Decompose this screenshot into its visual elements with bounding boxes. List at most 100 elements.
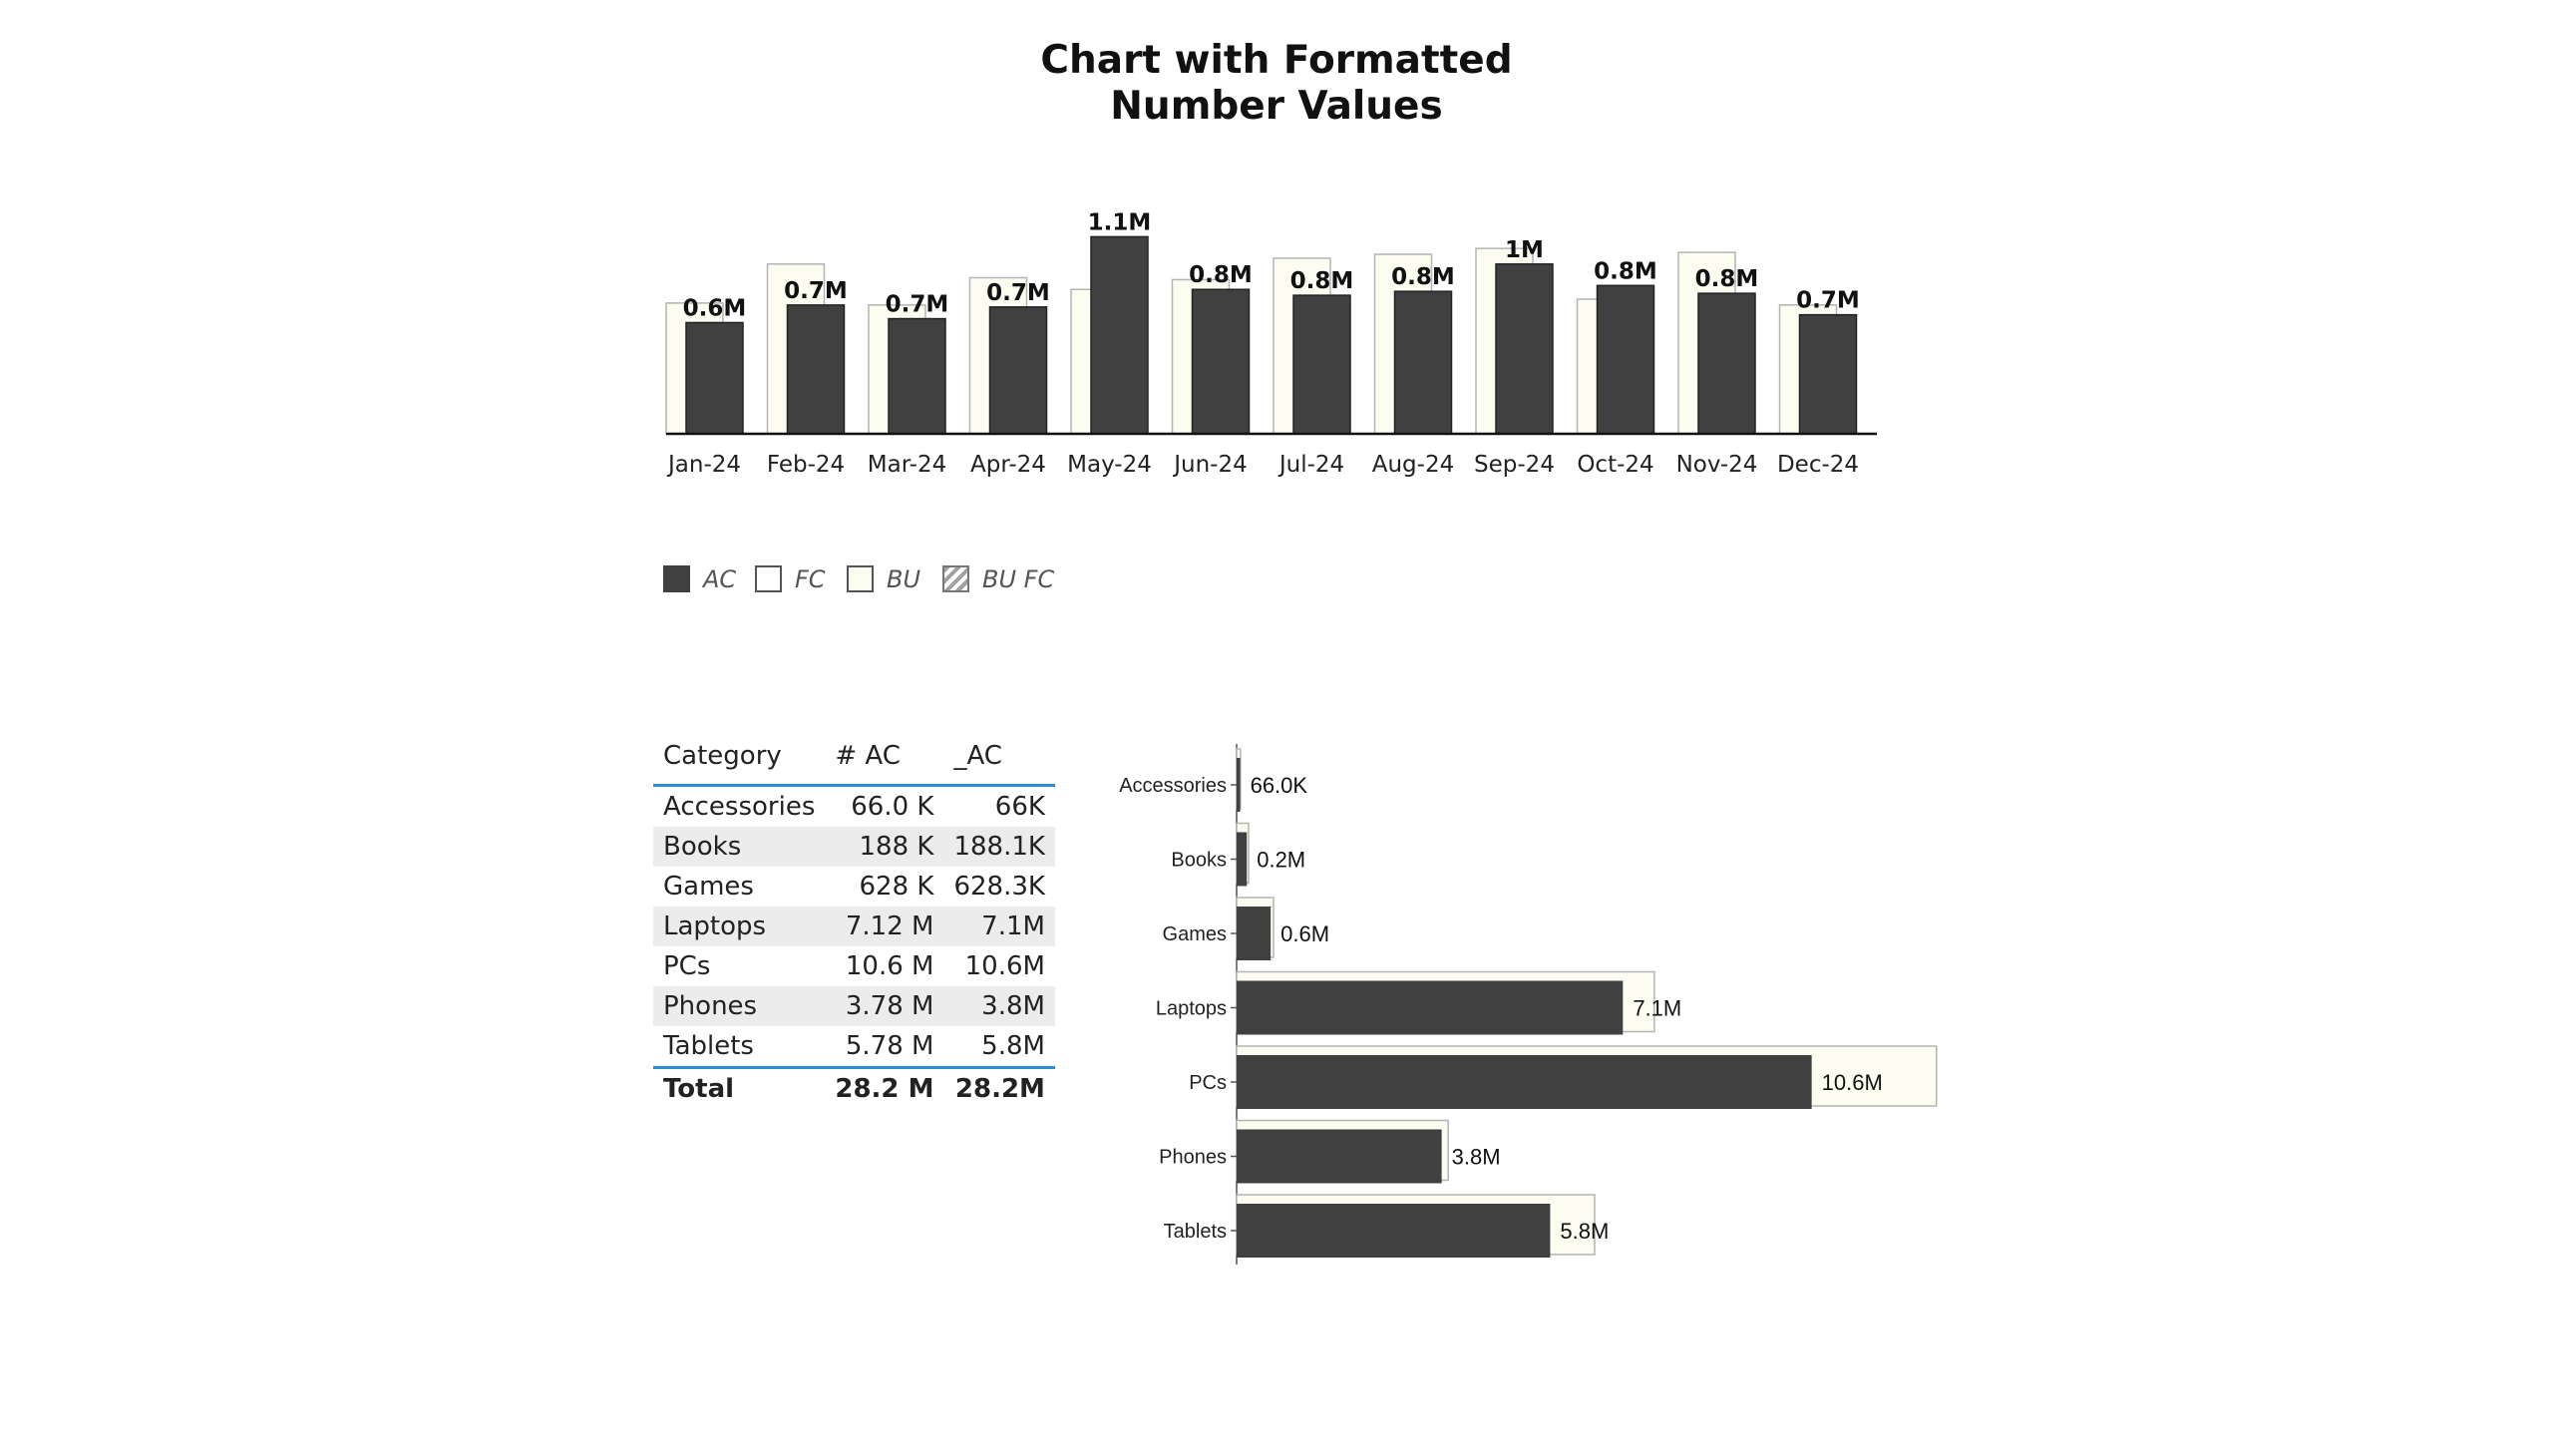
ac-bar-Accessories (1237, 758, 1241, 812)
x-tick-label-Nov-24: Nov-24 (1676, 452, 1758, 478)
column-header-ac[interactable]: _AC (943, 728, 1055, 787)
data-label-Nov-24: 0.8M (1695, 266, 1759, 292)
data-label-Books: 0.2M (1257, 848, 1305, 873)
data-label-Aug-24: 0.8M (1391, 264, 1455, 290)
ac-bar-Laptops (1237, 980, 1624, 1035)
ac-column-Dec-24 (1798, 313, 1858, 435)
y-tick-label-Laptops: Laptops (1156, 998, 1227, 1020)
legend-label-fc: FC (795, 565, 826, 593)
x-tick-label-Oct-24: Oct-24 (1577, 452, 1653, 478)
ac-cell: 188.1K (943, 827, 1055, 867)
table-row: Phones 3.78 M 3.8M (653, 986, 1055, 1026)
category-cell: Laptops (653, 907, 826, 946)
ac-column-Jan-24 (685, 321, 744, 435)
category-cell: Accessories (663, 792, 816, 822)
table-row: Books 188 K 188.1K (653, 827, 1055, 867)
ac-cell: 3.8M (943, 986, 1055, 1026)
ac-count-cell: 188 K (825, 827, 944, 867)
chart-title-line-1: Chart with Formatted (1040, 38, 1513, 83)
ac-cell: 5.8M (981, 1031, 1045, 1061)
data-label-May-24: 1.1M (1088, 209, 1152, 235)
ac-column-Aug-24 (1393, 290, 1453, 435)
ac-count-cell: 7.12 M (825, 907, 944, 946)
legend-swatch-fc (755, 565, 782, 592)
x-tick-label-Apr-24: Apr-24 (970, 452, 1046, 478)
x-tick-label-Feb-24: Feb-24 (767, 452, 845, 478)
ac-column-Apr-24 (988, 306, 1048, 435)
category-cell: Tablets (663, 1031, 754, 1061)
data-label-Feb-24: 0.7M (784, 278, 848, 304)
category-table: Category # AC _AC Accessories 66.0 K 66K… (653, 728, 1055, 1109)
x-tick-label-Jul-24: Jul-24 (1277, 452, 1344, 478)
y-tick-label-Books: Books (1171, 850, 1227, 872)
data-label-Oct-24: 0.8M (1594, 258, 1657, 284)
table-row: Tablets 5.78 M 5.8M (653, 1026, 1055, 1068)
ac-cell: 66K (994, 792, 1045, 822)
data-label-Jul-24: 0.8M (1290, 268, 1354, 294)
ac-count-cell: 3.78 M (825, 986, 944, 1026)
ac-count-cell: 628 K (859, 872, 934, 902)
total-ac: 28.2M (943, 1066, 1055, 1109)
category-cell: Games (663, 872, 754, 902)
ac-count-cell: 5.78 M (845, 1031, 934, 1061)
category-cell: Books (653, 827, 826, 867)
legend-swatch-bu (847, 565, 874, 592)
ac-count-cell: 66.0 K (851, 792, 934, 822)
ac-bar-Games (1237, 907, 1272, 960)
x-tick-label-Sep-24: Sep-24 (1474, 452, 1555, 478)
data-label-Laptops: 7.1M (1633, 996, 1681, 1021)
table-row: Accessories 66.0 K 66K (653, 786, 1055, 828)
ac-column-Mar-24 (888, 317, 946, 435)
data-label-Sep-24: 1M (1505, 237, 1544, 263)
monthly-column-chart: 0.6M Jan-24 0.7M Feb-24 0.7M Mar-24 0.7M Apr-24… (665, 209, 1877, 478)
ac-bar-PCs (1237, 1055, 1812, 1109)
y-tick-label-Games: Games (1163, 923, 1227, 945)
y-tick-label-Tablets: Tablets (1164, 1221, 1227, 1243)
ac-bar-Tablets (1237, 1204, 1551, 1258)
legend-label-ac: AC (703, 565, 737, 593)
table-row: Games 628 K 628.3K (653, 867, 1055, 907)
legend-label-bu: BU (887, 565, 921, 593)
chart-title-line-2: Number Values (1110, 84, 1443, 129)
legend-swatch-ac (663, 565, 690, 592)
x-tick-label-Jan-24: Jan-24 (666, 452, 741, 478)
x-tick-label-Jun-24: Jun-24 (1172, 452, 1248, 478)
ac-bar-Phones (1237, 1129, 1442, 1184)
legend-label-bu-fc: BU FC (982, 565, 1055, 593)
table-row: PCs 10.6 M 10.6M (653, 946, 1055, 986)
ac-bar-Books (1237, 832, 1248, 887)
data-label-Apr-24: 0.7M (986, 280, 1050, 306)
ac-column-Sep-24 (1495, 263, 1554, 435)
ac-cell: 628.3K (953, 872, 1045, 902)
data-label-Jan-24: 0.6M (683, 295, 747, 321)
x-tick-label-May-24: May-24 (1067, 452, 1152, 478)
ac-column-Oct-24 (1596, 284, 1655, 435)
y-tick-label-Phones: Phones (1159, 1147, 1227, 1169)
ac-column-Feb-24 (786, 304, 846, 435)
data-label-Dec-24: 0.7M (1796, 288, 1860, 314)
data-label-Games: 0.6M (1280, 921, 1329, 946)
total-ac-count: 28.2 M (825, 1066, 944, 1109)
category-cell: PCs (663, 951, 711, 981)
table-header-row: Category # AC _AC (653, 728, 1055, 787)
legend-swatch-bu-fc (942, 565, 969, 592)
column-header-category[interactable]: Category (653, 728, 826, 787)
ac-count-cell: 10.6 M (845, 951, 934, 981)
table-total-row: Total 28.2 M 28.2M (653, 1066, 1055, 1109)
ac-cell: 10.6M (964, 951, 1045, 981)
ac-column-Jul-24 (1292, 294, 1351, 435)
data-label-Jun-24: 0.8M (1189, 262, 1253, 288)
category-cell: Phones (653, 986, 826, 1026)
category-bar-chart: Accessories 66.0K Books 0.2M Games 0.6M Laptop… (1119, 744, 1938, 1265)
x-tick-label-Aug-24: Aug-24 (1372, 452, 1454, 478)
column-header-ac-count[interactable]: # AC (825, 728, 944, 787)
x-tick-label-Mar-24: Mar-24 (868, 452, 947, 478)
table-row: Laptops 7.12 M 7.1M (653, 907, 1055, 946)
ac-column-Jun-24 (1191, 288, 1251, 435)
ac-cell: 7.1M (943, 907, 1055, 946)
data-label-PCs: 10.6M (1822, 1070, 1883, 1095)
x-tick-label-Dec-24: Dec-24 (1777, 452, 1859, 478)
chart-title: Chart with Formatted Number Values (997, 38, 1556, 130)
data-label-Tablets: 5.8M (1560, 1219, 1609, 1244)
